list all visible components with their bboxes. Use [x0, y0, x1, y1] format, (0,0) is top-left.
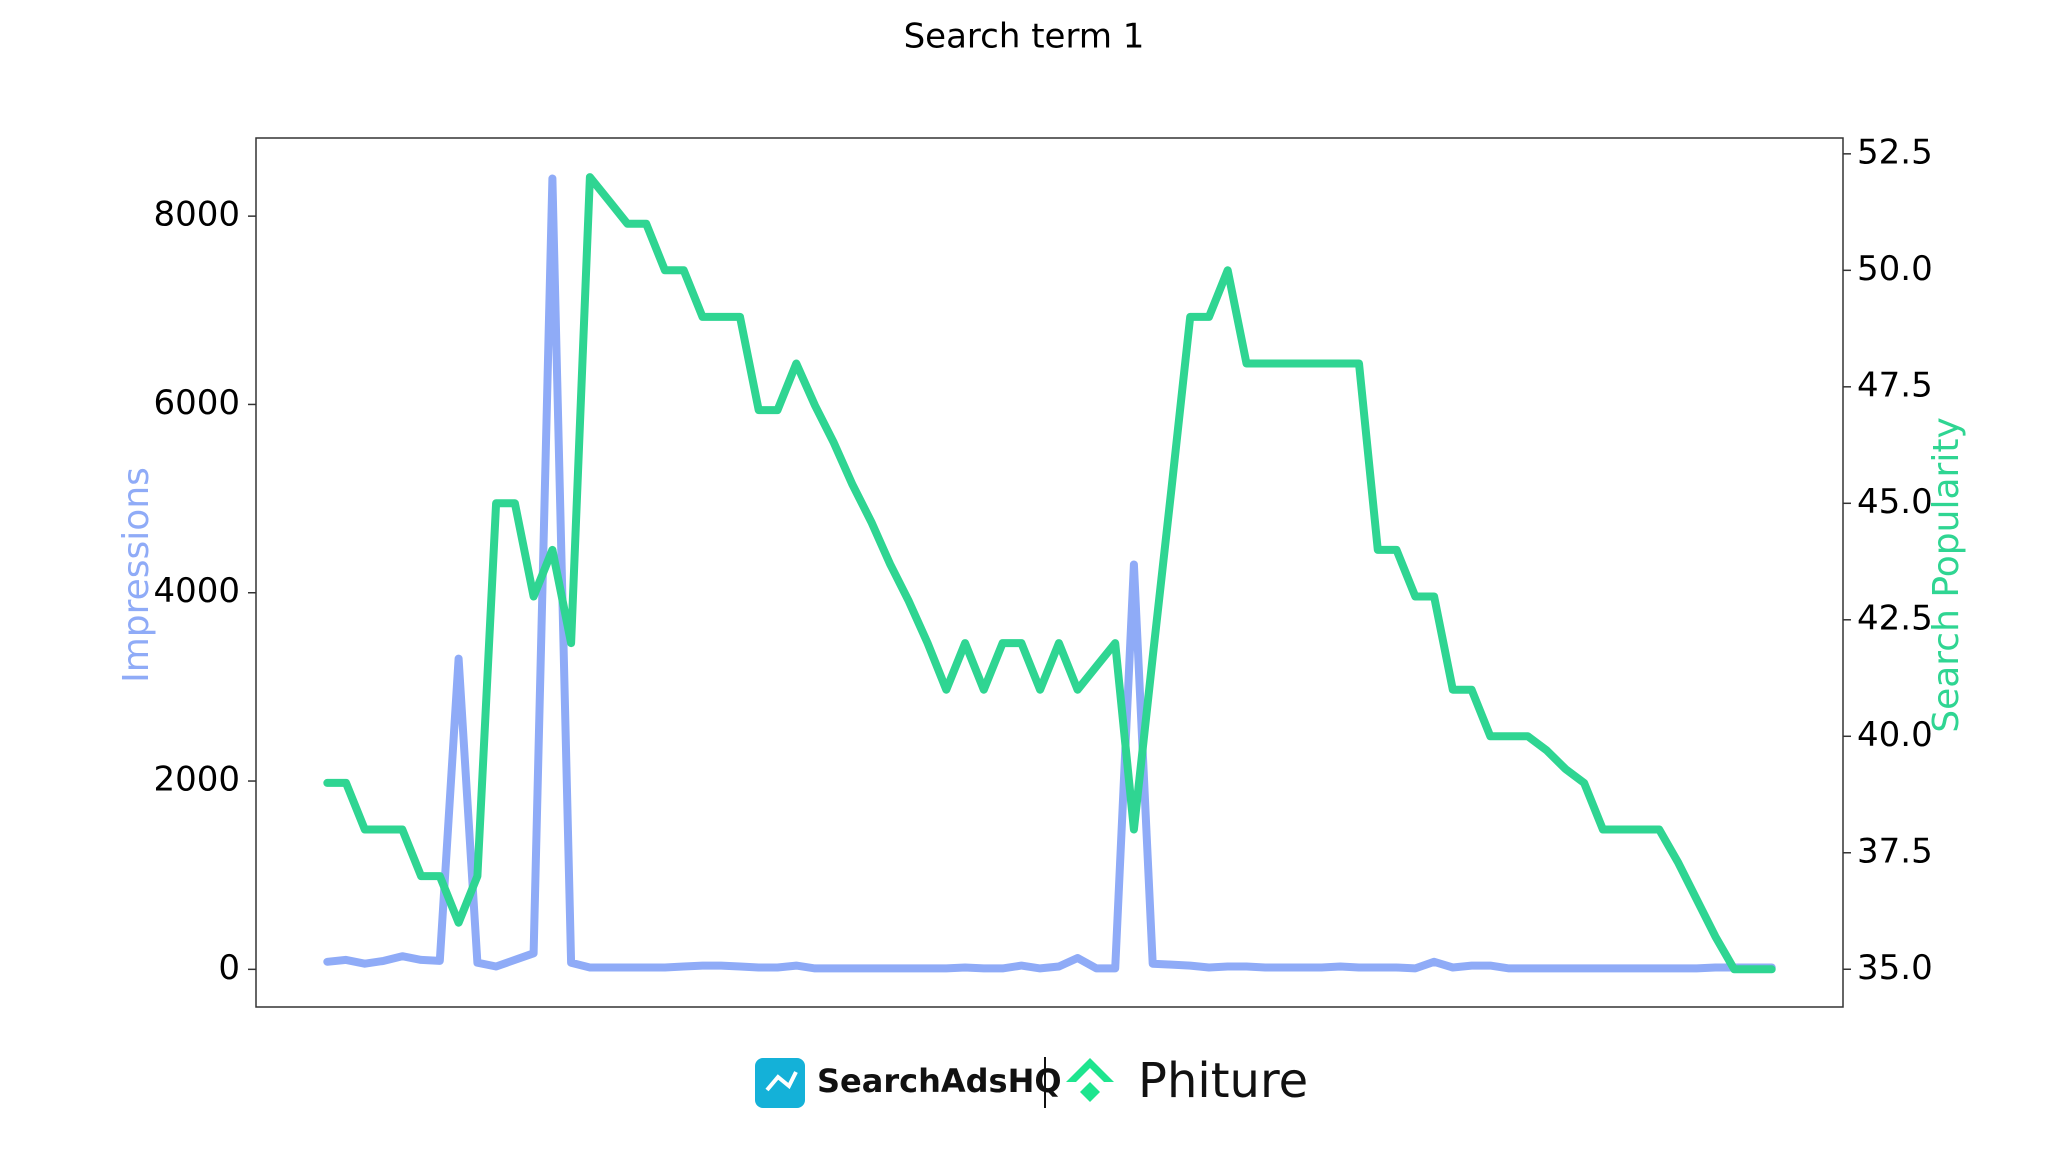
y-tick-label: 8000 [153, 195, 240, 235]
series-line [323, 174, 1776, 973]
series-line [323, 173, 1776, 974]
footer-logos: SearchAdsHQ Phiture [755, 1053, 1308, 1109]
logo-glyph [765, 1071, 798, 1092]
y-tick-label: 2000 [153, 760, 240, 800]
logo-icon [1066, 1058, 1114, 1102]
y2-tick-label: 35.0 [1857, 948, 1933, 988]
plot-frame [255, 137, 1844, 1008]
y2-tick-label: 50.0 [1857, 249, 1933, 289]
chart-title: Search term 1 [904, 17, 1145, 57]
y2-tick-label: 45.0 [1857, 482, 1933, 522]
brand-name: Phiture [1138, 1053, 1308, 1109]
y-axis-label: Impressions [116, 467, 157, 683]
y2-tick-label: 40.0 [1857, 715, 1933, 755]
brand-name: SearchAdsHQ [817, 1062, 1062, 1100]
y-tick-label: 6000 [153, 383, 240, 423]
y2-axis-label: Search Popularity [1926, 417, 1967, 733]
y2-tick-label: 47.5 [1857, 365, 1933, 405]
logo-icon [755, 1058, 805, 1108]
y2-tick-label: 37.5 [1857, 831, 1933, 871]
y2-tick-label: 52.5 [1857, 132, 1933, 172]
y-tick-label: 0 [218, 948, 240, 988]
y-tick-label: 4000 [153, 571, 240, 611]
y2-tick-label: 42.5 [1857, 598, 1933, 638]
